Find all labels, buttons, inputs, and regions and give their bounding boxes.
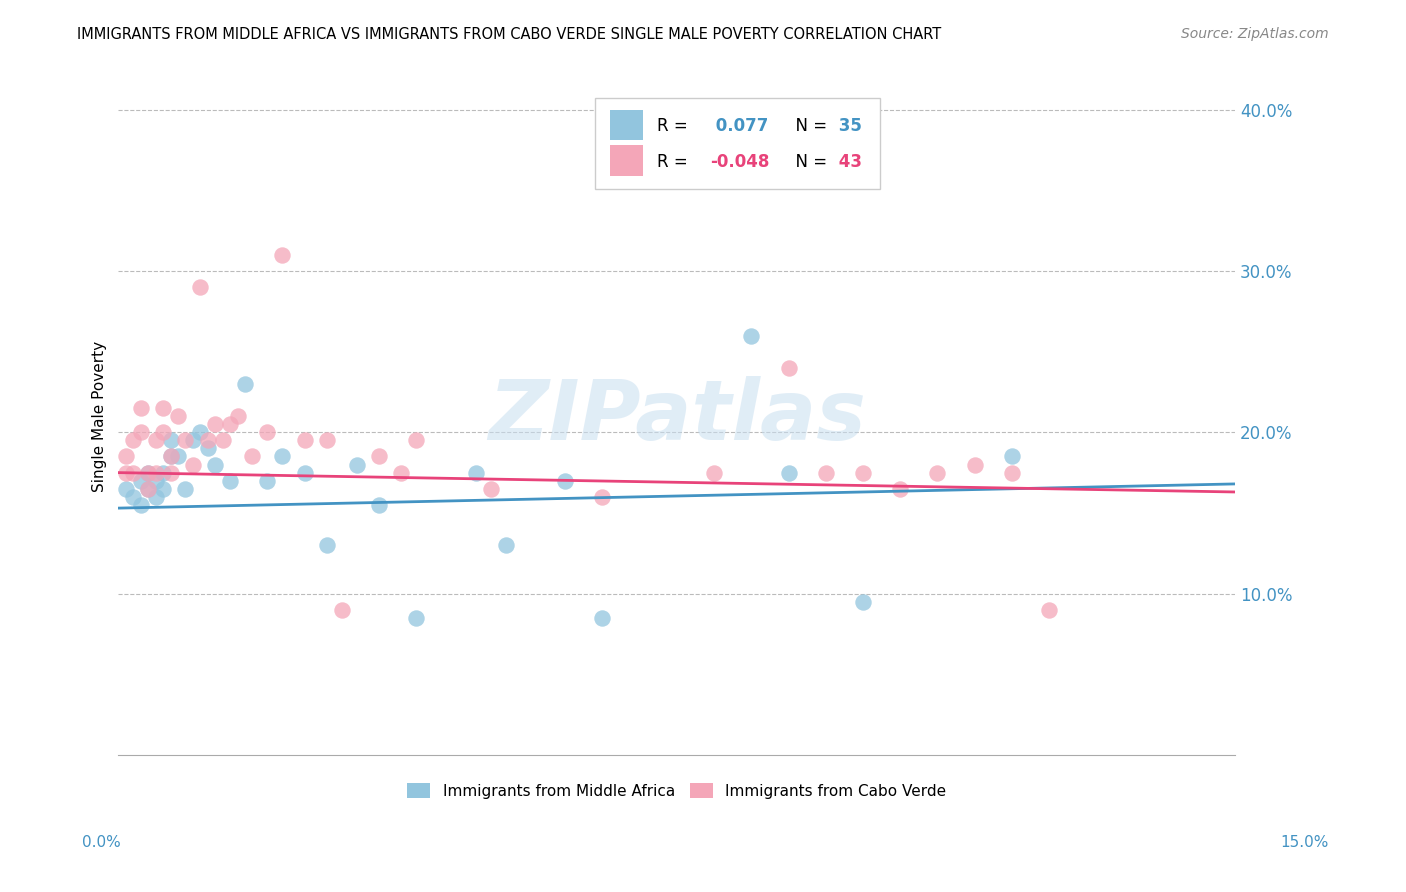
Text: R =: R = — [657, 153, 688, 171]
Point — [271, 248, 294, 262]
Point — [405, 434, 427, 448]
Point — [129, 498, 152, 512]
Point — [181, 458, 204, 472]
FancyBboxPatch shape — [610, 110, 644, 140]
Point — [242, 450, 264, 464]
Point — [145, 434, 167, 448]
Point — [927, 466, 949, 480]
Point — [152, 401, 174, 416]
Point — [814, 466, 837, 480]
Point — [219, 417, 242, 432]
Point — [554, 474, 576, 488]
Point — [1038, 603, 1060, 617]
Point — [159, 450, 181, 464]
Point — [233, 376, 256, 391]
FancyBboxPatch shape — [610, 145, 644, 176]
Point — [256, 425, 278, 440]
Point — [1001, 466, 1024, 480]
Point — [129, 425, 152, 440]
Point — [889, 482, 911, 496]
Point — [181, 434, 204, 448]
Point — [963, 458, 986, 472]
Point — [316, 538, 339, 552]
Point — [591, 490, 613, 504]
Point — [852, 466, 875, 480]
Text: Source: ZipAtlas.com: Source: ZipAtlas.com — [1181, 27, 1329, 41]
Text: ZIPatlas: ZIPatlas — [488, 376, 866, 457]
Text: 43: 43 — [834, 153, 862, 171]
Point — [703, 466, 725, 480]
Text: 0.0%: 0.0% — [82, 836, 121, 850]
Point — [115, 482, 138, 496]
Point — [294, 466, 316, 480]
Point — [174, 434, 197, 448]
Text: IMMIGRANTS FROM MIDDLE AFRICA VS IMMIGRANTS FROM CABO VERDE SINGLE MALE POVERTY : IMMIGRANTS FROM MIDDLE AFRICA VS IMMIGRA… — [77, 27, 942, 42]
Point — [159, 466, 181, 480]
Point — [152, 425, 174, 440]
Point — [145, 490, 167, 504]
Point — [330, 603, 353, 617]
Text: 35: 35 — [834, 117, 862, 135]
Point — [852, 595, 875, 609]
Point — [464, 466, 486, 480]
Point — [778, 466, 800, 480]
Point — [405, 611, 427, 625]
Point — [479, 482, 502, 496]
Point — [115, 466, 138, 480]
Point — [294, 434, 316, 448]
Point — [271, 450, 294, 464]
Point — [204, 458, 226, 472]
Text: 15.0%: 15.0% — [1281, 836, 1329, 850]
Point — [197, 442, 219, 456]
Point — [159, 434, 181, 448]
Point — [129, 401, 152, 416]
Point — [122, 466, 145, 480]
Point — [368, 450, 391, 464]
Point — [145, 466, 167, 480]
Point — [136, 466, 159, 480]
Point — [211, 434, 233, 448]
Point — [197, 434, 219, 448]
Point — [167, 450, 190, 464]
Point — [389, 466, 412, 480]
Point — [226, 409, 249, 424]
Point — [204, 417, 226, 432]
Legend: Immigrants from Middle Africa, Immigrants from Cabo Verde: Immigrants from Middle Africa, Immigrant… — [401, 777, 952, 805]
Y-axis label: Single Male Poverty: Single Male Poverty — [93, 341, 107, 491]
Point — [129, 474, 152, 488]
Point — [167, 409, 190, 424]
Point — [188, 425, 211, 440]
Point — [346, 458, 368, 472]
FancyBboxPatch shape — [595, 98, 880, 189]
Point — [115, 450, 138, 464]
Text: -0.048: -0.048 — [710, 153, 769, 171]
Text: 0.077: 0.077 — [710, 117, 769, 135]
Point — [1001, 450, 1024, 464]
Text: R =: R = — [657, 117, 693, 135]
Point — [591, 611, 613, 625]
Point — [174, 482, 197, 496]
Point — [159, 450, 181, 464]
Point — [368, 498, 391, 512]
Text: N =: N = — [785, 153, 827, 171]
Text: N =: N = — [785, 117, 827, 135]
Point — [145, 474, 167, 488]
Point — [316, 434, 339, 448]
Point — [122, 434, 145, 448]
Point — [219, 474, 242, 488]
Point — [188, 280, 211, 294]
Point — [122, 490, 145, 504]
Point — [136, 482, 159, 496]
Point — [136, 466, 159, 480]
Point — [495, 538, 517, 552]
Point — [136, 482, 159, 496]
Point — [778, 360, 800, 375]
Point — [740, 328, 762, 343]
Point — [152, 482, 174, 496]
Point — [256, 474, 278, 488]
Point — [152, 466, 174, 480]
